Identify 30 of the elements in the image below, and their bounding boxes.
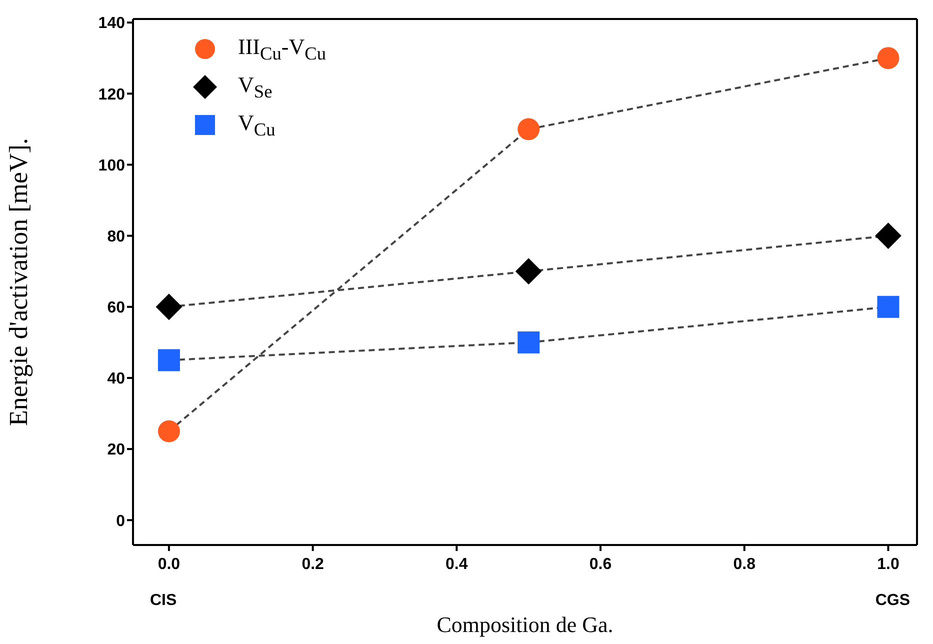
point [518, 331, 540, 354]
x-tick-label: 1.0 [877, 556, 900, 573]
point [875, 222, 902, 249]
legend-label: V$_{Se}$ [238, 72, 272, 102]
point [156, 294, 182, 320]
legend-label: V$_{Cu}$ [238, 110, 276, 140]
x-tick-label: 0.2 [302, 556, 324, 573]
point [877, 296, 900, 318]
text: CGS [875, 592, 910, 610]
y-tick-label: 120 [98, 86, 126, 104]
point [877, 47, 900, 70]
legend-label: III$_{Cu}$-V$_{Cu}$ [238, 34, 326, 64]
y-tick-label: 140 [98, 15, 126, 32]
x-tick-label: 0.4 [446, 556, 468, 573]
point [158, 420, 180, 442]
y-tick-label: 20 [107, 442, 126, 459]
x-axis-title: Composition de Ga. [436, 612, 614, 637]
point [518, 118, 540, 140]
x-tick-label: 0.6 [589, 556, 612, 573]
y-tick-label: 100 [98, 157, 126, 174]
point [515, 258, 542, 285]
y-tick-label: 0 [116, 512, 126, 530]
text: CIS [150, 592, 177, 610]
y-tick-label: 40 [107, 370, 126, 388]
y-tick-label: 80 [107, 228, 126, 246]
point [158, 349, 180, 372]
x-tick-label: 0.0 [158, 556, 180, 573]
x-tick-label: 0.8 [733, 556, 756, 573]
y-tick-label: 60 [107, 300, 126, 317]
y-axis-title: Energie d'activation [meV]. [4, 138, 34, 426]
